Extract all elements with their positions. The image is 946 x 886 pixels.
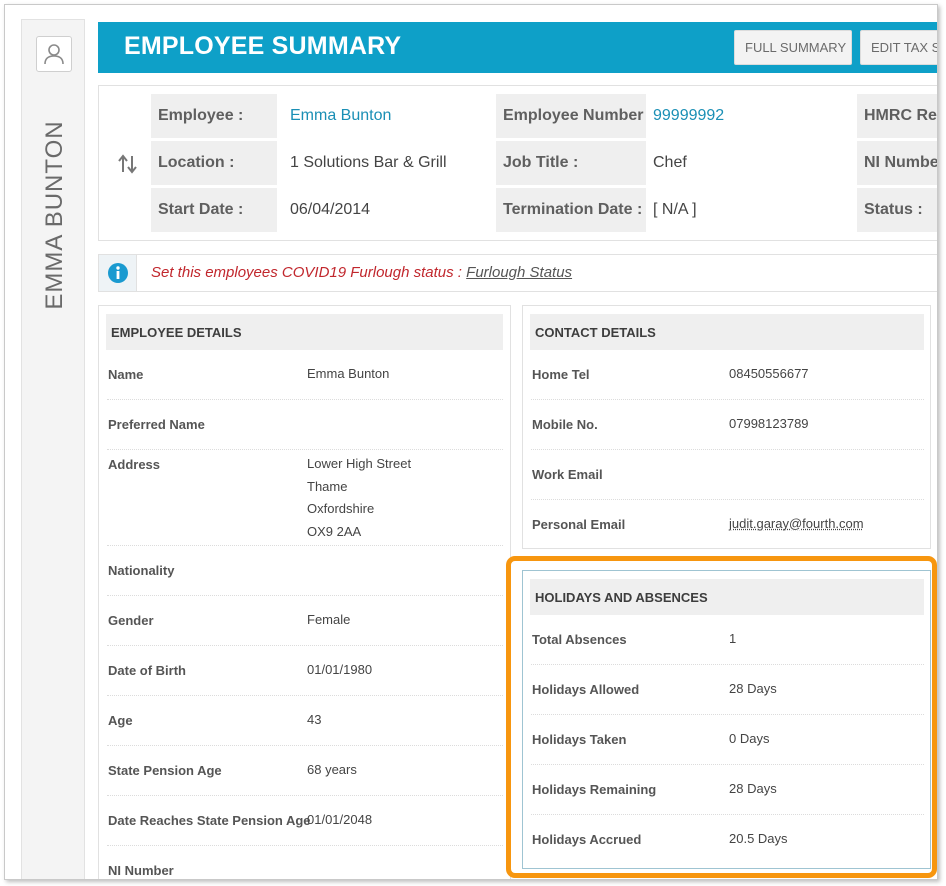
holidays-panel: HOLIDAYS AND ABSENCES Total Absences 1 H…: [522, 570, 931, 869]
detail-value: 01/01/2048: [307, 812, 373, 827]
employee-number-link[interactable]: 99999992: [653, 107, 725, 124]
contact-details-panel: CONTACT DETAILS Home Tel 08450556677 Mob…: [522, 305, 931, 549]
contact-label: Personal Email: [532, 517, 626, 532]
detail-label: Address: [108, 457, 161, 472]
detail-row-name: Name Emma Bunton: [107, 350, 503, 400]
hmrc-ref-label: HMRC Ref.: [857, 94, 937, 138]
detail-row-age: Age 43: [107, 696, 503, 746]
contact-label: Work Email: [532, 467, 603, 482]
detail-row-nationality: Nationality: [107, 546, 503, 596]
personal-email-link[interactable]: judit.garay@fourth.com: [729, 516, 864, 531]
holiday-label: Holidays Remaining: [532, 782, 657, 797]
start-date-value: 06/04/2014: [290, 201, 371, 218]
detail-label: Date of Birth: [108, 663, 186, 678]
holiday-row-taken: Holidays Taken 0 Days: [531, 715, 924, 765]
holiday-value: 28 Days: [729, 681, 777, 696]
detail-label: Age: [108, 713, 133, 728]
location-value: 1 Solutions Bar & Grill: [290, 154, 447, 171]
full-summary-button[interactable]: FULL SUMMARY: [734, 30, 852, 65]
address-line: Thame: [307, 478, 348, 494]
page-title: EMPLOYEE SUMMARY: [124, 32, 402, 60]
detail-row-date-of-birth: Date of Birth 01/01/1980: [107, 646, 503, 696]
page-header: EMPLOYEE SUMMARY FULL SUMMARY EDIT TAX S…: [98, 22, 937, 73]
termination-date-value: [ N/A ]: [653, 201, 697, 218]
info-icon: [99, 255, 137, 291]
detail-row-gender: Gender Female: [107, 596, 503, 646]
employee-number-label: Employee Number :: [496, 94, 646, 138]
contact-label: Mobile No.: [532, 417, 598, 432]
detail-label: Name: [108, 367, 144, 382]
employee-details-panel: EMPLOYEE DETAILS Name Emma Bunton Prefer…: [98, 305, 511, 879]
sort-arrows-icon[interactable]: [117, 154, 139, 179]
highlight-frame: [506, 556, 937, 878]
screenshot-frame: EMMA BUNTON EMPLOYEE SUMMARY FULL SUMMAR…: [4, 4, 938, 880]
employee-details-heading: EMPLOYEE DETAILS: [106, 314, 503, 350]
employee-info-grid: Employee : Emma Bunton Employee Number :…: [98, 85, 937, 241]
status-label: Status :: [857, 188, 937, 232]
termination-date-label: Termination Date :: [496, 188, 646, 232]
furlough-text: Set this employees COVID19 Furlough stat…: [151, 264, 467, 281]
address-line: Oxfordshire: [307, 501, 375, 516]
detail-row-pension-date: Date Reaches State Pension Age 01/01/204…: [107, 796, 503, 846]
detail-value: 01/01/1980: [307, 662, 373, 677]
detail-label: NI Number: [108, 863, 174, 878]
address-line: OX9 2AA: [307, 523, 362, 539]
contact-details-heading: CONTACT DETAILS: [530, 314, 924, 350]
holiday-row-allowed: Holidays Allowed 28 Days: [531, 665, 924, 715]
contact-row-home-tel: Home Tel 08450556677: [531, 350, 924, 400]
detail-label: Date Reaches State Pension Age: [108, 813, 311, 828]
start-date-label: Start Date :: [151, 188, 277, 232]
job-title-value: Chef: [653, 154, 687, 171]
detail-row-ni-number: NI Number: [107, 846, 503, 879]
contact-value: 07998123789: [729, 416, 809, 431]
holiday-label: Holidays Allowed: [532, 682, 640, 697]
location-label: Location :: [151, 141, 277, 185]
holiday-value: 1: [729, 631, 737, 646]
contact-row-mobile: Mobile No. 07998123789: [531, 400, 924, 450]
holiday-value: 0 Days: [729, 731, 770, 746]
holiday-row-remaining: Holidays Remaining 28 Days: [531, 765, 924, 815]
detail-label: Nationality: [108, 563, 175, 578]
detail-label: Preferred Name: [108, 417, 205, 432]
employee-label: Employee :: [151, 94, 277, 138]
holiday-label: Holidays Taken: [532, 732, 627, 747]
holiday-row-accrued: Holidays Accrued 20.5 Days: [531, 815, 924, 865]
detail-value: Female: [307, 612, 351, 627]
holiday-label: Holidays Accrued: [532, 832, 642, 847]
side-employee-name: EMMA BUNTON: [41, 120, 68, 310]
detail-value: 68 years: [307, 762, 357, 777]
holiday-row-total-absences: Total Absences 1: [531, 615, 924, 665]
employee-name-link[interactable]: Emma Bunton: [290, 107, 392, 124]
user-icon[interactable]: [36, 36, 72, 72]
furlough-banner: Set this employees COVID19 Furlough stat…: [98, 254, 937, 292]
employee-side-panel: EMMA BUNTON: [21, 19, 85, 879]
detail-row-state-pension-age: State Pension Age 68 years: [107, 746, 503, 796]
detail-row-address: Address Lower High Street Thame Oxfordsh…: [107, 450, 503, 546]
detail-label: State Pension Age: [108, 763, 222, 778]
job-title-label: Job Title :: [496, 141, 646, 185]
detail-row-preferred-name: Preferred Name: [107, 400, 503, 450]
contact-label: Home Tel: [532, 367, 590, 382]
detail-value: Emma Bunton: [307, 366, 390, 381]
contact-row-personal-email: Personal Email judit.garay@fourth.com: [531, 500, 924, 548]
detail-value: 43: [307, 712, 322, 727]
address-line: Lower High Street: [307, 456, 412, 471]
furlough-status-link[interactable]: Furlough Status: [466, 264, 573, 281]
contact-value: 08450556677: [729, 366, 809, 381]
furlough-message: Set this employees COVID19 Furlough stat…: [151, 264, 572, 281]
ni-number-label: NI Number: [857, 141, 937, 185]
holiday-value: 20.5 Days: [729, 831, 788, 846]
holiday-label: Total Absences: [532, 632, 627, 647]
detail-label: Gender: [108, 613, 154, 628]
edit-tax-button[interactable]: EDIT TAX ST: [860, 30, 937, 65]
contact-row-work-email: Work Email: [531, 450, 924, 500]
holiday-value: 28 Days: [729, 781, 777, 796]
holidays-heading: HOLIDAYS AND ABSENCES: [530, 579, 924, 615]
